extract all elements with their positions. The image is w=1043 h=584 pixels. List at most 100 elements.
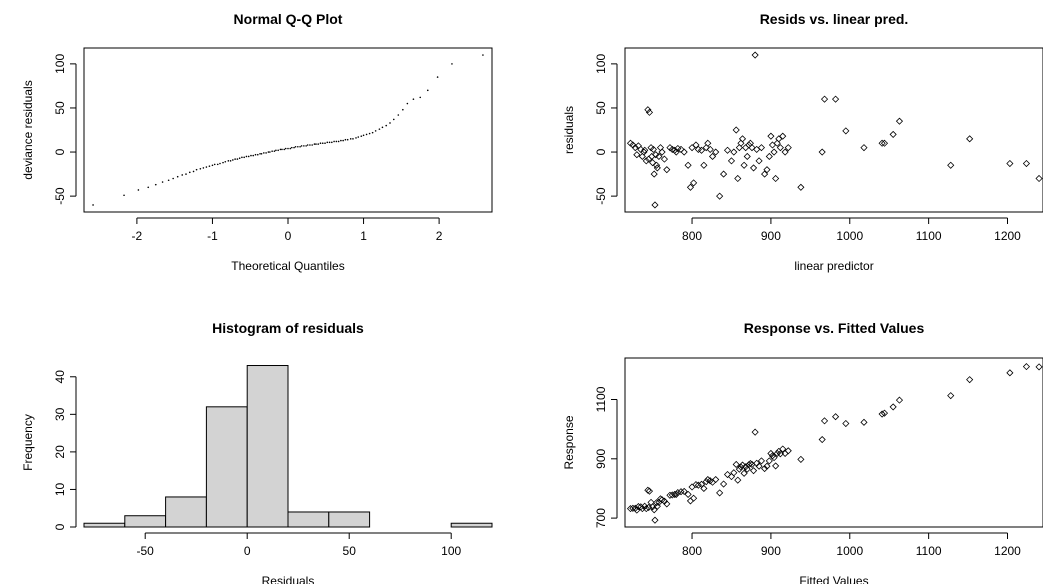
qq-point <box>412 98 415 100</box>
data-point <box>671 490 679 498</box>
data-point <box>966 376 974 384</box>
data-point <box>776 144 784 152</box>
qq-point <box>389 122 391 124</box>
data-point <box>634 502 642 511</box>
x-tick-label: 100 <box>441 544 461 558</box>
data-point <box>697 146 706 154</box>
qq-point <box>256 153 259 156</box>
data-point <box>779 132 787 140</box>
data-point <box>797 183 805 191</box>
y-tick-label: 50 <box>53 101 67 115</box>
data-point <box>749 467 758 475</box>
qq-point <box>319 142 322 145</box>
qq-point <box>216 163 219 166</box>
data-point <box>684 490 692 498</box>
data-point <box>704 139 712 147</box>
qq-point <box>245 155 248 158</box>
x-tick-label: 1000 <box>836 229 863 243</box>
data-point <box>660 155 668 163</box>
data-point <box>772 174 780 183</box>
data-point <box>767 132 775 140</box>
qq-point <box>397 114 400 116</box>
qq-point <box>161 181 164 183</box>
qq-point <box>331 141 333 144</box>
data-point <box>737 139 745 147</box>
qq-point <box>300 145 303 147</box>
x-axis-label: linear predictor <box>794 259 873 273</box>
data-point <box>775 135 783 143</box>
qq-point <box>260 153 263 155</box>
data-point <box>966 135 974 143</box>
qq-point <box>309 144 311 146</box>
data-point <box>702 478 710 486</box>
chart-title: Normal Q-Q Plot <box>234 11 343 27</box>
data-point <box>779 445 787 453</box>
qq-point <box>362 134 365 137</box>
y-tick-label: 100 <box>53 54 67 74</box>
histogram-bar <box>83 522 126 528</box>
qq-point <box>137 189 140 191</box>
data-point <box>832 413 840 421</box>
data-point <box>740 161 748 169</box>
y-axis-label: deviance residuals <box>21 80 35 179</box>
data-point <box>1006 159 1014 168</box>
data-point <box>730 469 738 477</box>
x-tick-label: 1100 <box>916 229 942 243</box>
data-point <box>708 152 717 161</box>
data-point <box>651 516 659 524</box>
data-point <box>820 417 829 425</box>
y-axis-label: residuals <box>562 106 576 154</box>
x-tick-label: 50 <box>343 544 357 558</box>
data-point <box>746 459 754 468</box>
data-point <box>650 170 658 178</box>
y-tick-label: -50 <box>53 187 67 205</box>
data-point <box>720 480 728 488</box>
qq-point <box>299 145 301 148</box>
data-point <box>694 481 702 489</box>
x-tick-label: 800 <box>682 544 702 558</box>
y-tick-label: 50 <box>594 101 608 115</box>
qq-point <box>333 140 335 143</box>
qq-point <box>337 140 340 143</box>
data-point <box>648 152 656 161</box>
data-point <box>649 159 657 167</box>
qq-point <box>263 152 265 154</box>
data-point <box>651 201 659 209</box>
qq-point <box>205 166 208 168</box>
data-point <box>765 457 773 465</box>
data-point <box>1022 363 1031 371</box>
qq-point <box>247 155 250 158</box>
data-point <box>690 179 698 187</box>
data-point <box>772 462 780 470</box>
data-point <box>638 152 646 161</box>
qq-point <box>317 143 320 145</box>
y-tick-label: 30 <box>53 407 67 421</box>
qq-point <box>289 147 292 150</box>
qq-point <box>241 156 243 159</box>
y-tick-label: 0 <box>53 523 67 530</box>
qq-point <box>365 133 368 136</box>
data-point <box>767 449 775 458</box>
qq-point <box>346 138 349 141</box>
qq-point <box>313 143 316 145</box>
data-point <box>738 461 747 469</box>
data-point <box>738 135 747 143</box>
qq-point <box>402 108 404 111</box>
y-tick-label: 40 <box>53 370 67 384</box>
qq-point <box>92 204 94 206</box>
data-point <box>773 139 781 147</box>
qq-point <box>311 144 313 146</box>
qq-point <box>277 149 279 152</box>
qq-point <box>213 163 216 166</box>
data-point <box>743 152 751 161</box>
qq-point <box>123 194 125 197</box>
data-point <box>645 503 653 511</box>
data-point <box>732 460 740 469</box>
data-point <box>629 504 637 512</box>
qq-point <box>385 124 388 127</box>
panel-3: Histogram of residuals-50 0 50 100Residuals… <box>21 320 493 584</box>
plot-frame <box>624 357 1043 528</box>
qq-point <box>265 152 267 154</box>
qq-point <box>224 160 227 163</box>
histogram-bar <box>205 406 248 528</box>
